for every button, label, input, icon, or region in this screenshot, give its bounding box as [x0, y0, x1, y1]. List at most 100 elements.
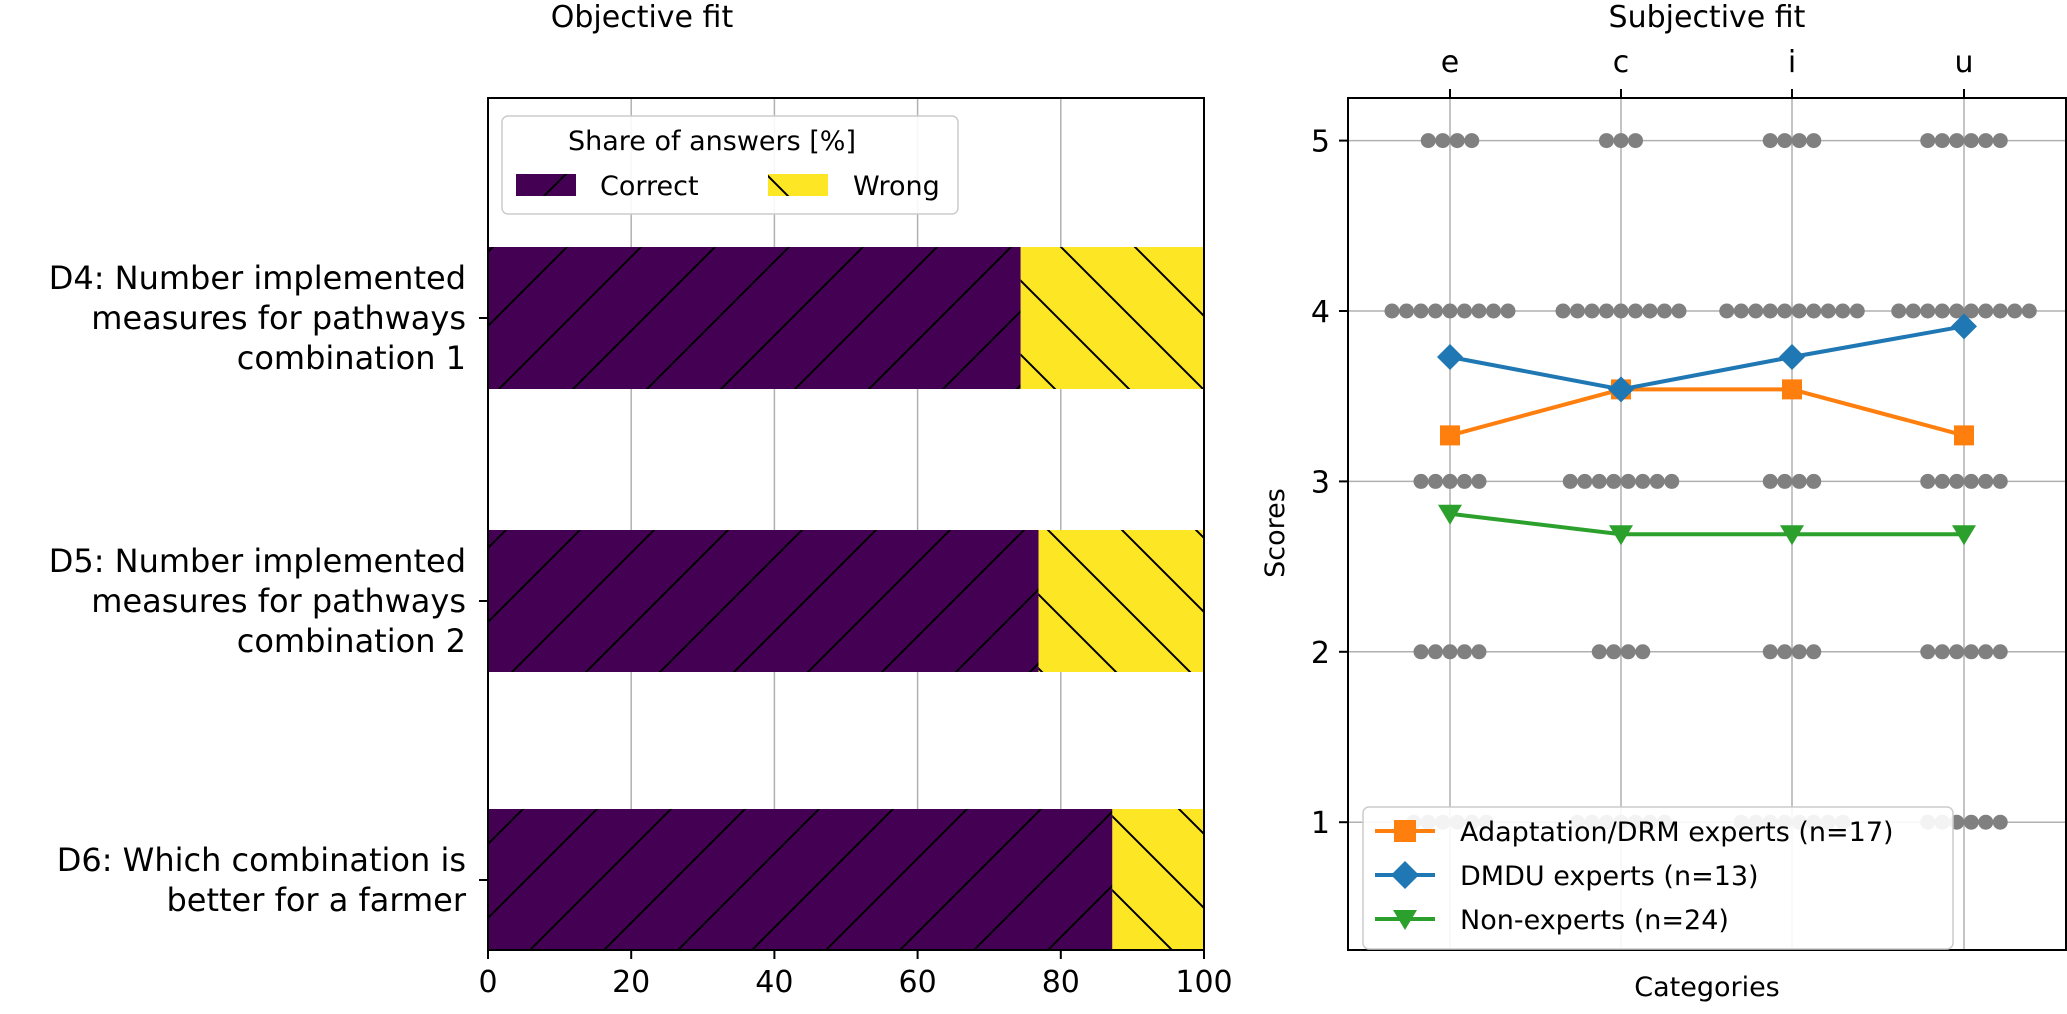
x-tick-label: 20 — [612, 965, 650, 1000]
category-label: measures for pathways — [91, 582, 466, 620]
response-dot — [1599, 133, 1614, 149]
legend-marker-adaptation — [1394, 820, 1416, 842]
subjective-series-lines — [1437, 313, 1977, 546]
response-dot — [1657, 303, 1672, 319]
response-dot — [1577, 473, 1593, 489]
objective-chart-title: Objective fit — [551, 0, 734, 35]
x-tick-label: c — [1613, 45, 1630, 80]
response-dot — [1384, 303, 1400, 319]
response-dot — [1584, 303, 1600, 319]
response-dot — [1920, 133, 1936, 149]
point-dmdu — [1437, 344, 1463, 371]
point-nonexperts — [1780, 525, 1804, 546]
response-dot — [1849, 303, 1865, 319]
response-dot — [1762, 473, 1778, 489]
response-dot — [1733, 303, 1749, 319]
x-tick-label: u — [1954, 45, 1973, 80]
x-tick-label: 60 — [899, 965, 937, 1000]
response-dot — [1613, 303, 1629, 319]
response-dot — [1413, 644, 1429, 660]
response-dot — [1457, 473, 1472, 489]
response-dot — [1949, 133, 1965, 149]
subjective-legend: Adaptation/DRM experts (n=17) DMDU exper… — [1362, 806, 1954, 950]
legend-marker-dmdu — [1391, 861, 1419, 889]
response-dot — [1992, 303, 2008, 319]
category-label: combination 1 — [237, 339, 466, 377]
response-dot — [1606, 473, 1622, 489]
response-dot — [2021, 303, 2037, 319]
response-dot — [1399, 303, 1414, 319]
response-dot — [1620, 644, 1636, 660]
y-tick-label: 1 — [1311, 806, 1330, 841]
response-dot — [1457, 644, 1472, 660]
bar-wrong — [1112, 809, 1204, 951]
point-dmdu — [1951, 313, 1977, 340]
category-label: D5: Number implemented — [49, 542, 466, 580]
response-dot — [1428, 303, 1443, 319]
objective-x-ticks: 0 20 40 60 80 100 — [478, 950, 1233, 1000]
response-dot — [1934, 644, 1950, 660]
response-dot — [1806, 473, 1822, 489]
response-dot — [1457, 303, 1472, 319]
response-dot — [1413, 303, 1429, 319]
response-dot — [1777, 473, 1793, 489]
category-label: combination 2 — [237, 622, 466, 660]
response-dot — [1920, 303, 1936, 319]
point-dmdu — [1779, 344, 1805, 371]
response-dot — [1449, 133, 1465, 149]
bar-correct — [488, 809, 1113, 951]
response-dot — [1820, 303, 1836, 319]
response-dot — [1471, 473, 1487, 489]
response-dot — [1963, 473, 1979, 489]
response-dot — [1555, 303, 1571, 319]
point-adaptationdrm — [1954, 425, 1974, 446]
response-dot — [1464, 133, 1480, 149]
y-tick-label: 5 — [1311, 125, 1330, 160]
response-dot — [1570, 303, 1585, 319]
response-dot — [1719, 303, 1735, 319]
x-tick-label: 100 — [1175, 965, 1232, 1000]
legend-swatch-wrong — [768, 174, 828, 196]
bar-correct — [488, 530, 1039, 672]
response-dot — [1992, 473, 2008, 489]
response-dot — [1806, 133, 1822, 149]
response-dot — [1442, 473, 1458, 489]
y-tick-label: 2 — [1311, 636, 1330, 671]
response-dot — [1777, 303, 1793, 319]
subjective-y-axis-label: Scores — [1260, 488, 1291, 578]
response-dot — [1471, 303, 1487, 319]
legend-marker-nonexperts — [1393, 910, 1417, 930]
legend-label-dmdu: DMDU experts (n=13) — [1460, 861, 1759, 892]
x-tick-label: e — [1441, 45, 1459, 80]
response-dot — [1920, 644, 1936, 660]
response-dot — [1471, 644, 1487, 660]
response-dot — [1905, 303, 1921, 319]
response-dot — [1435, 133, 1451, 149]
response-dot — [1891, 303, 1907, 319]
response-dot — [1628, 133, 1643, 149]
response-dot — [1963, 644, 1979, 660]
y-tick-label: 4 — [1311, 295, 1330, 330]
bar-wrong — [1020, 247, 1204, 389]
objective-legend-box — [501, 115, 959, 215]
legend-label-adaptation: Adaptation/DRM experts (n=17) — [1460, 817, 1894, 848]
response-dot — [1649, 473, 1665, 489]
bar-correct — [488, 247, 1021, 389]
response-dot — [1791, 303, 1807, 319]
point-nonexperts — [1952, 525, 1976, 546]
legend-swatch-correct — [516, 174, 576, 196]
response-dot — [1428, 473, 1443, 489]
response-dot — [1628, 303, 1643, 319]
response-dot — [1500, 303, 1516, 319]
response-dot — [1992, 133, 2008, 149]
category-label: better for a farmer — [166, 881, 466, 919]
response-dot — [1934, 303, 1950, 319]
objective-legend: Share of answers [%] Correct Wrong — [501, 115, 959, 215]
bar-wrong — [1038, 530, 1204, 672]
response-dot — [1992, 644, 2008, 660]
objective-fit-chart: Objective fit 0 20 40 60 80 100 D4: Number im… — [49, 0, 1233, 1000]
response-dot — [1428, 644, 1443, 660]
response-dot — [1591, 644, 1607, 660]
point-dmdu — [1608, 376, 1634, 403]
